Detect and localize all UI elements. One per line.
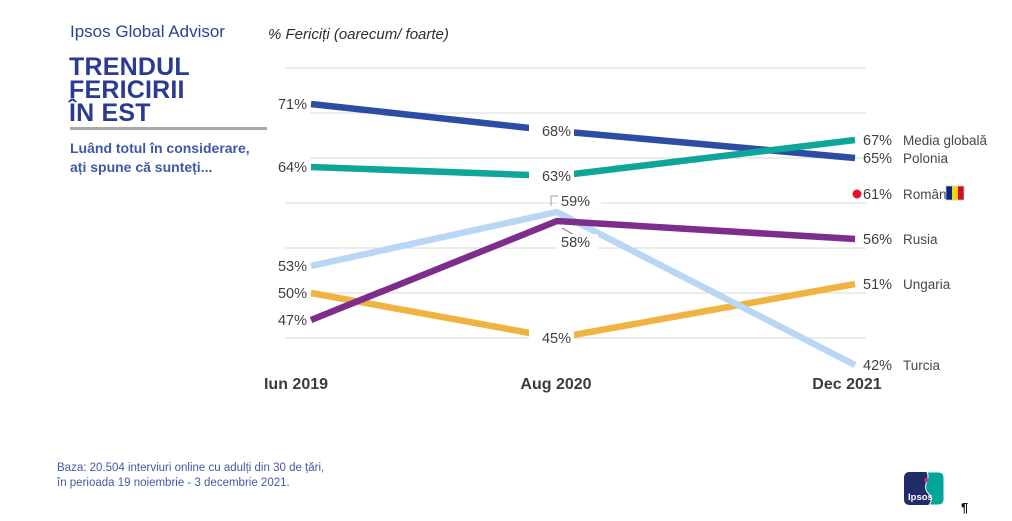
page-title-line1: TRENDUL (69, 53, 190, 81)
x-axis-label-2: Aug 2020 (520, 376, 591, 393)
title-divider (70, 127, 267, 130)
label-mask (275, 256, 310, 276)
label-mask (275, 94, 310, 114)
value-label-end-polonia: 65% (863, 151, 892, 167)
country-label-romania: România (903, 187, 958, 202)
value-label-start-rusia: 47% (278, 313, 307, 329)
question-subtitle: Luând totul în considerare, ați spune că… (70, 139, 250, 177)
value-label-end-media-globala: 67% (863, 133, 892, 149)
ipsos-logo: Ipsos (904, 471, 945, 506)
x-axis-label-1: Iun 2019 (264, 376, 328, 393)
base-note-line2: în perioada 19 noiembrie - 3 decembrie 2… (57, 476, 290, 489)
value-label-start-media-globala: 64% (278, 160, 307, 176)
country-label-media-globala: Media globală (903, 133, 988, 148)
romania-flag-icon (945, 185, 965, 201)
x-axis-label-3: Dec 2021 (812, 376, 881, 393)
value-label-end-turcia: 42% (863, 358, 892, 374)
label-mask (529, 328, 574, 348)
subtitle-line1: Luând totul în considerare, (70, 140, 250, 156)
base-note: Baza: 20.504 interviuri online cu adulți… (57, 461, 324, 490)
value-label-end-rusia: 56% (863, 232, 892, 248)
series-line-turcia (310, 208, 857, 368)
romania-flag-stripe (952, 186, 958, 200)
value-label-start-ungaria: 50% (278, 286, 307, 302)
chart-title: % Fericiți (oarecum/ foarte) (268, 26, 449, 43)
label-leader (550, 195, 558, 206)
value-label-end-ungaria: 51% (863, 277, 892, 293)
label-mask (558, 234, 598, 251)
value-label-mid-rusia: 58% (561, 235, 590, 251)
value-label-mid-ungaria: 45% (542, 331, 571, 347)
ipsos-logo-text: Ipsos (908, 492, 933, 503)
series-line-ungaria (310, 280, 856, 342)
country-label-polonia: Polonia (903, 151, 949, 166)
value-label-mid-media-globala: 63% (542, 169, 571, 185)
country-label-rusia: Rusia (903, 232, 938, 247)
brand-title: Ipsos Global Advisor (70, 22, 225, 41)
page-title-line2: FERICIRII (69, 76, 185, 104)
label-mask (529, 166, 574, 186)
country-label-ungaria: Ungaria (903, 277, 951, 292)
romania-flag-stripe (946, 186, 952, 200)
value-label-mid-polonia: 68% (542, 124, 571, 140)
label-mask (275, 157, 310, 177)
label-mask (275, 283, 310, 303)
label-mask (529, 121, 574, 141)
value-label-start-turcia: 53% (278, 259, 307, 275)
series-line-rusia (309, 217, 856, 324)
country-label-turcia: Turcia (903, 358, 940, 373)
marker-dot-romania (852, 189, 862, 199)
label-mask (275, 310, 310, 330)
value-label-start-polonia: 71% (278, 97, 307, 113)
subtitle-line2: ați spune că sunteți... (70, 159, 213, 175)
base-note-line1: Baza: 20.504 interviuri online cu adulți… (57, 462, 325, 474)
value-label-end-romania: 61% (863, 187, 892, 203)
cropped-text-mark: ¶ (961, 500, 969, 515)
ipsos-logo-graphic: Ipsos (904, 471, 945, 506)
page-title: TRENDUL FERICIRII ÎN EST (69, 53, 190, 127)
value-label-mid-turcia: 59% (561, 194, 590, 210)
page-title-line3: ÎN EST (69, 99, 151, 127)
romania-flag-stripe (958, 186, 964, 200)
label-mask (558, 191, 601, 208)
